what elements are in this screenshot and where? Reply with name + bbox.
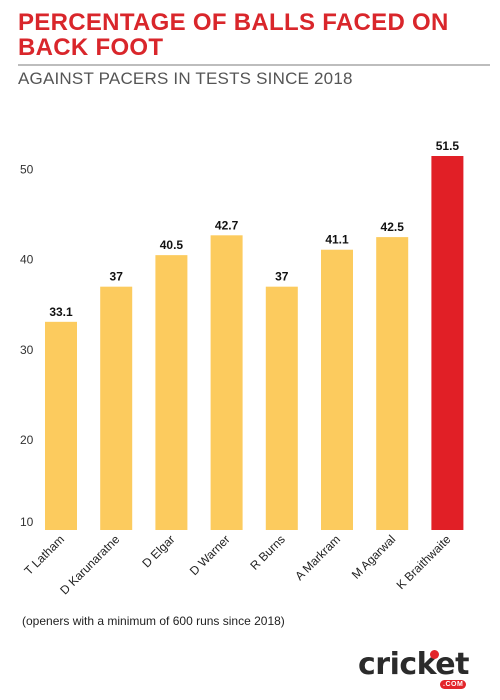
bar-value-label: 41.1 [325,233,349,247]
title-divider [18,64,490,66]
bar-chart: 10 20 30 40 50 33.1 T Latham 37 D Karunaratne 40.… [20,139,464,597]
bar [210,235,243,530]
bar [376,237,409,530]
bar-value-label: 33.1 [49,305,73,319]
bar [431,156,464,530]
x-tick-label: T Latham [22,532,68,578]
chart-title: PERCENTAGE OF BALLS FACED ON BACK FOOT [18,9,449,61]
y-tick-label: 50 [20,163,34,177]
bar [155,255,188,531]
y-tick-label: 20 [20,433,34,447]
bar [45,321,77,530]
x-tick-label: D Karunaratne [57,532,122,597]
y-tick-label: 40 [20,253,34,267]
footnote: (openers with a minimum of 600 runs sinc… [22,614,285,628]
bar [265,286,298,530]
bar [321,249,353,531]
cricket-com-logo: cricket .COM [358,648,478,692]
x-tick-label: M Agarwal [349,532,399,582]
cricket-ball-icon [430,650,439,659]
x-tick-label: D Warner [187,532,233,578]
bar-value-label: 37 [275,270,289,284]
logo-wordmark: cricket [358,647,469,682]
x-tick-label: R Burns [247,532,288,573]
logo-suffix: .COM [440,680,467,689]
bar-value-label: 51.5 [436,139,460,153]
bar-value-label: 40.5 [160,238,184,252]
x-tick-label: A Markram [292,532,343,583]
bar-value-label: 42.5 [381,220,405,234]
y-tick-label: 10 [20,515,34,529]
x-tick-label: K Braithwaite [394,532,454,592]
y-tick-label: 30 [20,343,34,357]
bar-value-label: 37 [110,270,124,284]
bar-value-label: 42.7 [215,218,239,232]
x-tick-label: D Elgar [139,532,177,570]
chart-subtitle: AGAINST PACERS IN TESTS SINCE 2018 [18,69,353,88]
bar [100,286,133,530]
